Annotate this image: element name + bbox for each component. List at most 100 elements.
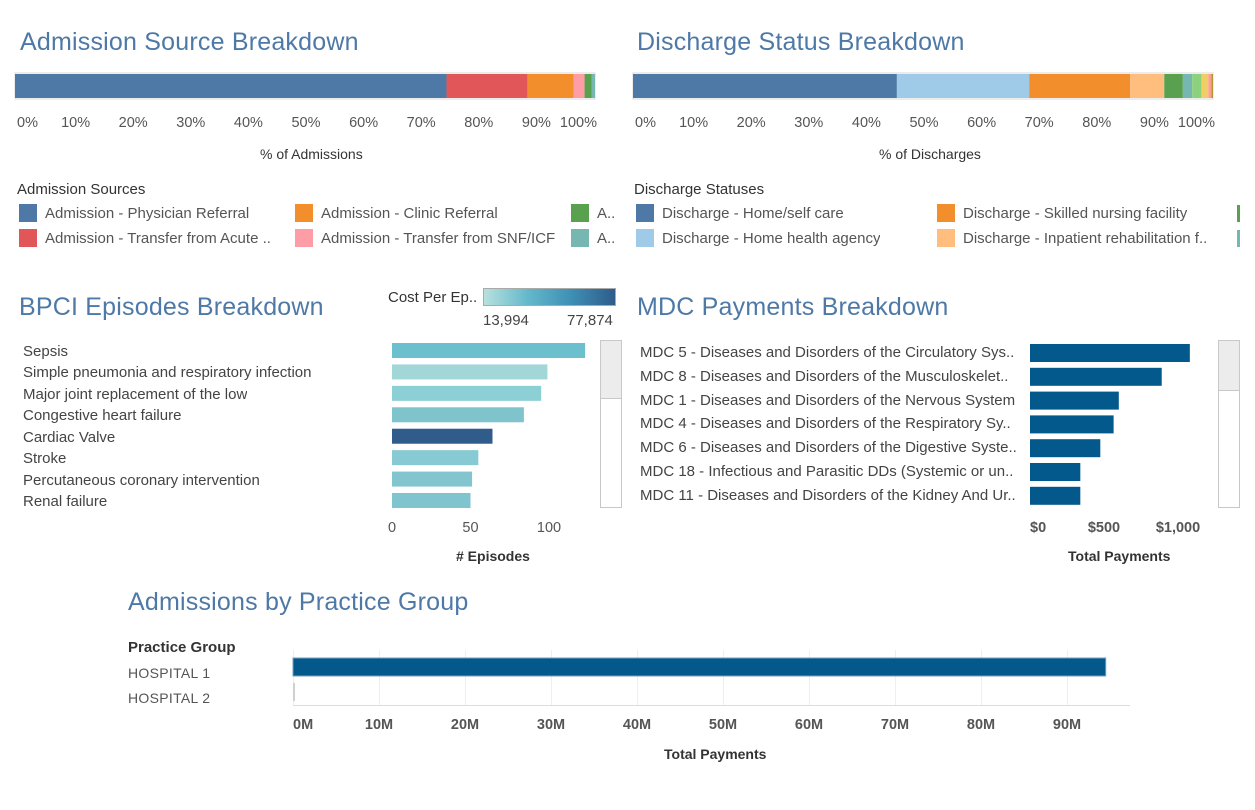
admission-segment[interactable] [527, 74, 574, 98]
admission-legend-item[interactable]: A.. [571, 229, 615, 247]
admission-chart: 0% 10% 20% 30% 40% 50% 60% 70% 80% 90% 100% [14, 72, 597, 131]
bpci-bar[interactable] [392, 407, 524, 423]
discharge-segment[interactable] [1029, 74, 1131, 98]
mdc-bar[interactable] [1030, 344, 1190, 362]
discharge-tick-label: 0% [635, 115, 656, 131]
admission-segment[interactable] [584, 74, 592, 98]
discharge-segment[interactable] [1211, 74, 1213, 98]
discharge-legend-swatch [636, 204, 654, 222]
discharge-tick-label: 50% [909, 115, 938, 131]
discharge-segment[interactable] [1201, 74, 1209, 98]
admission-tick-label: 90% [522, 115, 551, 131]
bpci-bar[interactable] [392, 343, 586, 358]
mdc-chart: $0 $500 $1,000 [1030, 344, 1200, 536]
bpci-bar[interactable] [392, 428, 493, 444]
discharge-chart: 0% 10% 20% 30% 40% 50% 60% 70% 80% 90% 100% [632, 72, 1215, 131]
discharge-segment[interactable] [1192, 74, 1202, 98]
discharge-legend-item[interactable]: Discharge - Home/self care [636, 204, 844, 222]
discharge-segment[interactable] [896, 74, 1030, 98]
discharge-legend-item[interactable]: Discharge - Inpatient rehabilitation f.. [937, 229, 1207, 247]
admission-tick-label: 50% [291, 115, 320, 131]
mdc-bar[interactable] [1030, 486, 1081, 505]
admission-tick-label: 10% [61, 115, 90, 131]
discharge-legend-title: Discharge Statuses [634, 181, 765, 198]
bpci-bar[interactable] [392, 385, 542, 401]
admission-legend-title: Admission Sources [17, 181, 146, 198]
admission-legend-label: Admission - Physician Referral [45, 204, 250, 222]
admission-legend-swatch [19, 229, 37, 247]
mdc-category-label: MDC 5 - Diseases and Disorders of the Ci… [640, 344, 1015, 361]
practice-bar[interactable] [292, 657, 1107, 677]
admission-segment[interactable] [446, 74, 528, 98]
discharge-legend-swatch [636, 229, 654, 247]
discharge-tick-label: 40% [852, 115, 881, 131]
bpci-bar[interactable] [392, 493, 471, 509]
bpci-category-label: Major joint replacement of the low [23, 385, 248, 403]
discharge-legend-swatch [937, 204, 955, 222]
admission-legend-swatch [295, 204, 313, 222]
bpci-axis-title: # Episodes [456, 548, 530, 564]
admission-tick-label: 0% [17, 115, 38, 131]
bpci-tick-label: 100 [537, 520, 561, 536]
bpci-scrollbar[interactable] [600, 340, 622, 508]
admission-segment[interactable] [573, 74, 585, 98]
mdc-scrollbar[interactable] [1218, 340, 1240, 508]
cost-legend-title: Cost Per Ep.. [388, 289, 478, 306]
discharge-tick-label: 30% [794, 115, 823, 131]
admission-tick-label: 40% [234, 115, 263, 131]
mdc-category-label: MDC 6 - Diseases and Disorders of the Di… [640, 439, 1017, 457]
discharge-segment[interactable] [633, 74, 897, 98]
admission-tick-label: 60% [349, 115, 378, 131]
discharge-legend-item[interactable]: Discharge - Home health agency [636, 229, 880, 247]
admission-legend-item[interactable]: Admission - Transfer from SNF/ICF [295, 229, 555, 247]
mdc-bar[interactable] [1030, 439, 1101, 458]
admission-legend-item[interactable]: Admission - Physician Referral [19, 204, 249, 222]
discharge-segment[interactable] [1182, 74, 1193, 98]
mdc-bar[interactable] [1030, 415, 1114, 434]
practice-tick-label: 20M [451, 717, 479, 733]
admission-legend-item[interactable]: Admission - Clinic Referral [295, 204, 498, 222]
practice-title: Admissions by Practice Group [128, 588, 469, 616]
bpci-category-label: Simple pneumonia and respiratory infecti… [23, 364, 312, 382]
bpci-bar[interactable] [392, 471, 473, 487]
admission-legend-item[interactable]: Admission - Transfer from Acute .. [19, 229, 271, 247]
practice-bar[interactable] [293, 683, 295, 701]
practice-chart: 0M 10M 20M 30M 40M 50M 60M 70M 80M 90M [292, 650, 1130, 733]
discharge-legend-overflow-swatch [1237, 205, 1240, 222]
discharge-segment[interactable] [1208, 74, 1212, 98]
discharge-legend-item[interactable]: Discharge - Skilled nursing facility [937, 204, 1187, 222]
mdc-tick-label: $500 [1088, 520, 1120, 536]
admission-legend-swatch [571, 204, 589, 222]
admission-legend-label: A.. [597, 204, 616, 222]
discharge-title: Discharge Status Breakdown [637, 28, 965, 56]
discharge-legend-overflow-swatch [1237, 230, 1240, 247]
admission-segment[interactable] [15, 74, 447, 98]
bpci-category-label: Sepsis [23, 343, 69, 360]
discharge-tick-label: 20% [737, 115, 766, 131]
mdc-category-label: MDC 11 - Diseases and Disorders of the K… [640, 486, 1016, 504]
admission-tick-label: 70% [407, 115, 436, 131]
cost-gradient-legend [483, 288, 616, 306]
mdc-bar[interactable] [1030, 463, 1081, 481]
bpci-scrollbar-thumb[interactable] [601, 341, 621, 399]
mdc-category-label: MDC 8 - Diseases and Disorders of the Mu… [640, 367, 1009, 385]
bpci-tick-label: 50 [462, 520, 478, 536]
mdc-scrollbar-thumb[interactable] [1219, 341, 1239, 391]
discharge-segment[interactable] [1130, 74, 1165, 98]
practice-tick-label: 30M [537, 717, 565, 733]
bpci-category-label: Renal failure [23, 493, 108, 510]
admission-legend-item[interactable]: A.. [571, 204, 615, 222]
discharge-legend-label: Discharge - Skilled nursing facility [963, 204, 1188, 222]
admission-legend-swatch [19, 204, 37, 222]
admission-tick-label: 80% [464, 115, 493, 131]
mdc-bar[interactable] [1030, 367, 1162, 386]
mdc-bar[interactable] [1030, 391, 1119, 410]
bpci-bar[interactable] [392, 364, 548, 380]
discharge-segment[interactable] [1164, 74, 1183, 98]
discharge-tick-label: 100% [1178, 115, 1215, 131]
bpci-bar[interactable] [392, 450, 479, 466]
admission-segment[interactable] [591, 74, 595, 98]
admission-tick-label: 100% [560, 115, 597, 131]
practice-tick-label: 80M [967, 717, 995, 733]
practice-tick-label: 0M [293, 717, 313, 733]
